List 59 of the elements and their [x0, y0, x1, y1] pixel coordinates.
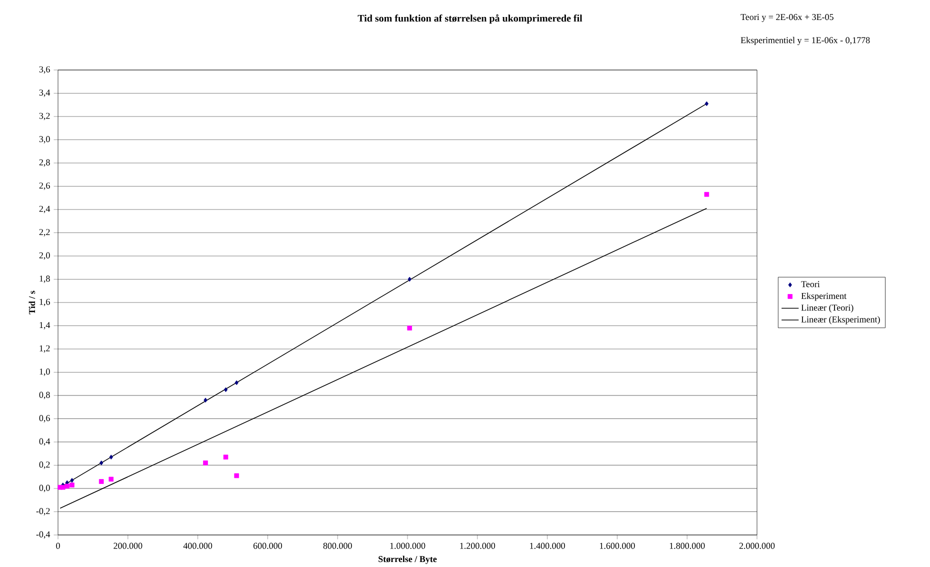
point: [204, 398, 208, 402]
y-tick-label: 1,2: [40, 345, 50, 353]
y-tick-label: 0,6: [39, 414, 50, 422]
x-tick-label: 1.600.000: [600, 542, 635, 549]
point: [109, 454, 113, 460]
y-tick-label: -0,2: [36, 508, 50, 516]
y-tick-label: 2,8: [39, 159, 50, 167]
point: [98, 478, 104, 484]
point: [224, 387, 228, 392]
y-tick-label: 0,8: [39, 392, 50, 400]
point: [100, 460, 104, 466]
y-tick-label: 0,0: [39, 484, 50, 492]
text: Teori y = 2E-06x + 3E-05: [740, 14, 834, 22]
x-tick-label: 1.400.000: [530, 542, 565, 549]
point: [203, 460, 208, 466]
legend-label: Lineær (Teori): [801, 304, 854, 312]
x-tick-label: 600.000: [253, 542, 282, 549]
point: [60, 484, 66, 490]
point: [64, 484, 70, 488]
point: [70, 478, 74, 483]
x-tick-label: 1.000.000: [390, 542, 426, 549]
y-tick-label: 1,6: [40, 298, 50, 306]
chart-title: Tid som funktion af størrelsen på ukomprimerede fil: [358, 14, 582, 24]
point: [704, 192, 710, 197]
point: [704, 101, 709, 106]
x-tick-label: 2.000.000: [739, 542, 775, 549]
y-tick-label: 2,6: [39, 182, 50, 190]
y-tick-label: 2,2: [39, 228, 50, 236]
y-tick-label: 1,8: [40, 275, 50, 283]
y-tick-label: 2,4: [39, 206, 50, 214]
x-tick-label: 400.000: [183, 542, 212, 549]
x-tick-label: 0: [56, 542, 60, 549]
point: [70, 482, 74, 488]
point: [108, 476, 114, 482]
x-tick-label: 200.000: [114, 542, 142, 549]
y-tick-label: 2,0: [39, 252, 50, 260]
point: [408, 276, 412, 282]
y-tick-label: 0,2: [39, 461, 50, 469]
y-tick-label: 3,6: [39, 66, 50, 74]
y-tick-label: 3,0: [39, 136, 50, 144]
y-tick-label: -0,4: [36, 531, 50, 539]
point: [407, 326, 412, 330]
y-tick-label: 1,0: [40, 368, 50, 376]
point: [234, 473, 239, 478]
x-tick-label: 1.800.000: [670, 542, 705, 549]
x-axis-title: Størrelse / Byte: [378, 556, 437, 564]
x-tick-label: 800.000: [323, 542, 352, 549]
y-tick-label: 3,4: [39, 89, 50, 97]
y-tick-label: 0,4: [39, 438, 50, 446]
y-axis-title: Tid / s: [28, 290, 36, 314]
y-tick-label: 1,4: [40, 322, 50, 330]
x-tick-label: 1.200.000: [460, 542, 496, 549]
legend-label: Lineær (Eksperiment): [801, 316, 880, 324]
point: [234, 380, 238, 385]
point: [223, 454, 228, 460]
legend-label: Teori: [801, 281, 820, 288]
text: Eksperimentiel y = 1E-06x - 0,1778: [740, 36, 870, 45]
y-tick-label: 3,2: [39, 112, 50, 120]
legend-label: Eksperiment: [801, 292, 846, 301]
